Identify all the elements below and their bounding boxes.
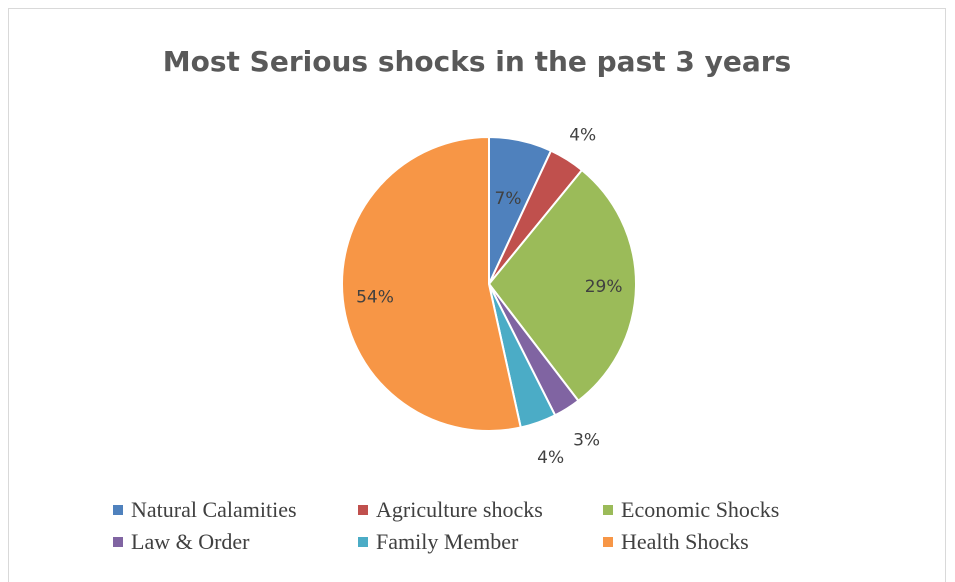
legend-item: Natural Calamities [113, 497, 358, 523]
legend-label: Family Member [376, 529, 519, 554]
data-label-family-member: 4% [537, 448, 564, 468]
pie-slice-health-shocks [341, 135, 522, 432]
legend-swatch [113, 505, 123, 515]
legend-swatch [358, 537, 368, 547]
data-label-natural-calamities: 7% [495, 189, 522, 209]
legend-swatch [358, 505, 368, 515]
legend-label: Economic Shocks [621, 497, 780, 522]
legend-swatch [603, 505, 613, 515]
legend-item: Family Member [358, 529, 603, 555]
legend-swatch [603, 537, 613, 547]
data-label-agriculture-shocks: 4% [569, 126, 596, 146]
legend-item: Health Shocks [603, 529, 873, 555]
legend-swatch [113, 537, 123, 547]
legend-item: Agriculture shocks [358, 497, 603, 523]
legend-label: Law & Order [131, 529, 250, 554]
legend-label: Agriculture shocks [376, 497, 543, 522]
legend-label: Natural Calamities [131, 497, 297, 522]
data-label-law-order: 3% [573, 431, 600, 451]
legend-item: Economic Shocks [603, 497, 873, 523]
pie-slice-economic-shocks [487, 168, 637, 403]
legend-item: Law & Order [113, 529, 358, 555]
chart-legend: Natural Calamities Agriculture shocks Econ… [113, 497, 873, 555]
legend-label: Health Shocks [621, 529, 749, 554]
chart-title: Most Serious shocks in the past 3 years [162, 45, 792, 78]
data-label-health-shocks: 54% [356, 287, 394, 307]
data-label-economic-shocks: 29% [585, 277, 623, 297]
